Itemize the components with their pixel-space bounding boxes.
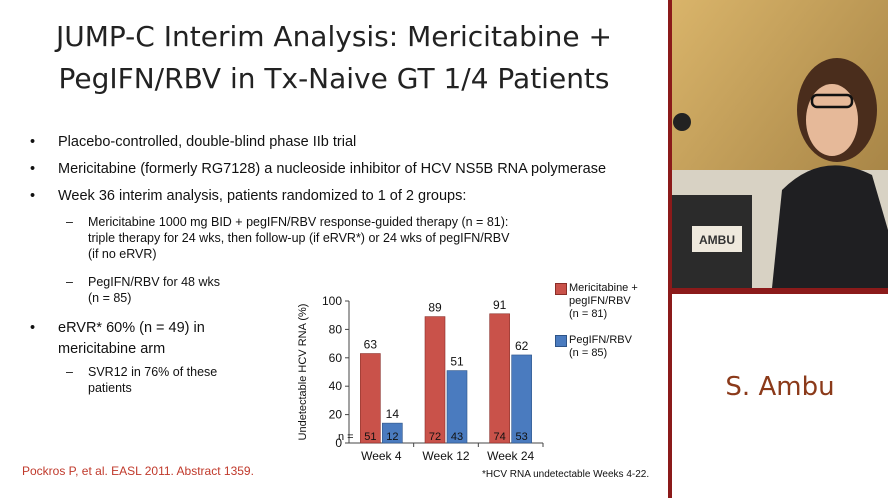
legend-line: (n = 81) — [569, 308, 638, 321]
legend-label-mericitabine: Mericitabine + pegIFN/RBV (n = 81) — [569, 282, 638, 321]
data-label: 63 — [364, 338, 378, 352]
y-tick-label: 20 — [329, 408, 343, 422]
bar-pegifn-week-24 — [512, 355, 532, 443]
data-label: 51 — [450, 355, 464, 369]
n-label: 74 — [494, 431, 506, 443]
legend-line: Mericitabine + — [569, 282, 638, 295]
legend-swatch-pegifn — [555, 335, 567, 347]
reference-citation: Pockros P, et al. EASL 2011. Abstract 13… — [22, 464, 254, 478]
speaker-name-panel: S. Ambu — [672, 294, 888, 498]
speaker-video-frame: AMBU — [672, 0, 888, 288]
y-tick-label: 40 — [329, 379, 343, 393]
y-tick-label: 60 — [329, 351, 343, 365]
y-tick-label: 100 — [322, 294, 342, 308]
data-label: 14 — [386, 407, 400, 421]
bar-mericitabine-week-24 — [490, 314, 510, 443]
legend-swatch-mericitabine — [555, 283, 567, 295]
microphone-icon — [673, 113, 691, 131]
bar-mericitabine-week-4 — [360, 354, 380, 443]
data-label: 62 — [515, 339, 529, 353]
x-tick-label: Week 24 — [487, 449, 534, 463]
data-label: 89 — [428, 301, 442, 315]
bar-mericitabine-week-12 — [425, 317, 445, 443]
speaker-video: AMBU — [672, 0, 888, 288]
footnote: *HCV RNA undetectable Weeks 4-22. — [482, 469, 649, 480]
slide: JUMP-C Interim Analysis: Mericitabine + … — [0, 0, 668, 498]
n-label: 12 — [386, 431, 398, 443]
n-label: 43 — [451, 431, 463, 443]
data-label: 91 — [493, 298, 507, 312]
x-tick-label: Week 12 — [422, 449, 469, 463]
legend-line: pegIFN/RBV — [569, 295, 638, 308]
y-axis-label: Undetectable HCV RNA (%) — [297, 304, 309, 441]
x-tick-label: Week 4 — [361, 449, 402, 463]
y-tick-label: 80 — [329, 322, 343, 336]
speaker-name: S. Ambu — [672, 372, 888, 402]
n-label: 53 — [516, 431, 528, 443]
legend-label-pegifn: PegIFN/RBV (n = 85) — [569, 334, 632, 360]
n-label: 72 — [429, 431, 441, 443]
nameplate-text: AMBU — [699, 233, 735, 247]
legend-line: PegIFN/RBV — [569, 334, 632, 347]
legend-line: (n = 85) — [569, 347, 632, 360]
n-label: 51 — [364, 431, 376, 443]
n-prefix-label: n = — [338, 431, 354, 443]
speaker-body — [772, 165, 888, 288]
